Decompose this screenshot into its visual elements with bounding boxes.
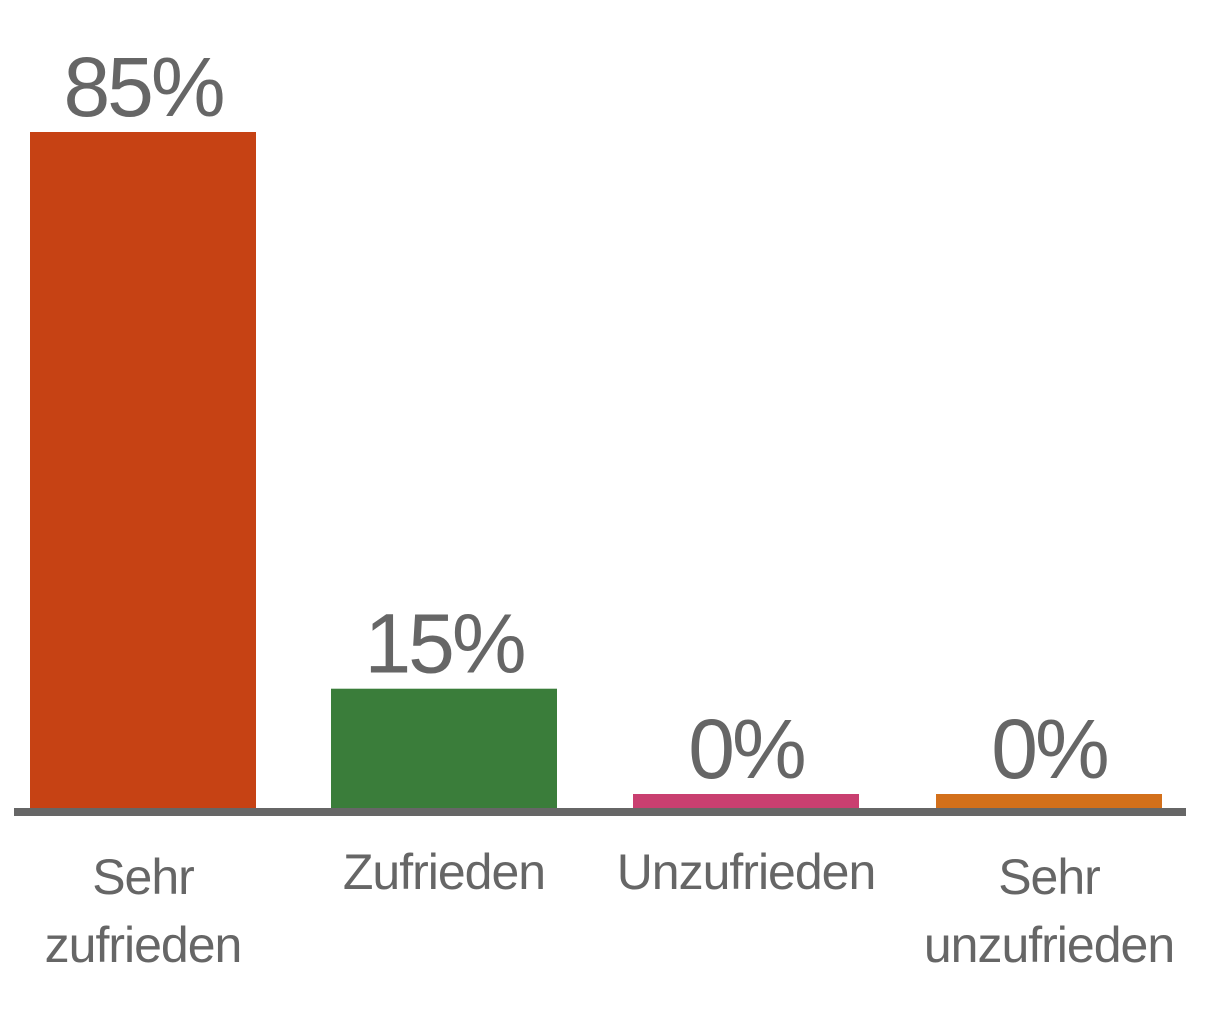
bars-group — [30, 132, 1162, 808]
bar-2 — [633, 794, 859, 808]
category-label-2-line-0: Unzufrieden — [617, 844, 876, 900]
value-label-1: 15% — [364, 597, 523, 691]
category-label-0-line-0: Sehr — [92, 849, 194, 905]
category-label-1: Zufrieden — [343, 844, 545, 900]
bar-3 — [936, 794, 1162, 808]
category-label-3: Sehr unzufrieden — [924, 849, 1174, 973]
category-label-2: Unzufrieden — [617, 844, 876, 900]
bar-0 — [30, 132, 256, 808]
value-label-3: 0% — [991, 702, 1107, 796]
category-label-0-line-1: zufrieden — [45, 917, 242, 973]
bar-1 — [331, 688, 557, 808]
value-labels-group: 85% 15% 0% 0% — [63, 40, 1110, 796]
category-label-0: Sehr zufrieden — [45, 849, 242, 973]
category-labels-group: Sehr zufrieden Zufrieden Unzufrieden Sehr unz… — [45, 844, 1176, 973]
value-label-0: 85% — [63, 40, 222, 134]
category-label-3-line-1: unzufrieden — [924, 917, 1174, 973]
category-label-3-line-0: Sehr — [998, 849, 1100, 905]
value-label-2: 0% — [688, 702, 804, 796]
category-label-1-line-0: Zufrieden — [343, 844, 545, 900]
